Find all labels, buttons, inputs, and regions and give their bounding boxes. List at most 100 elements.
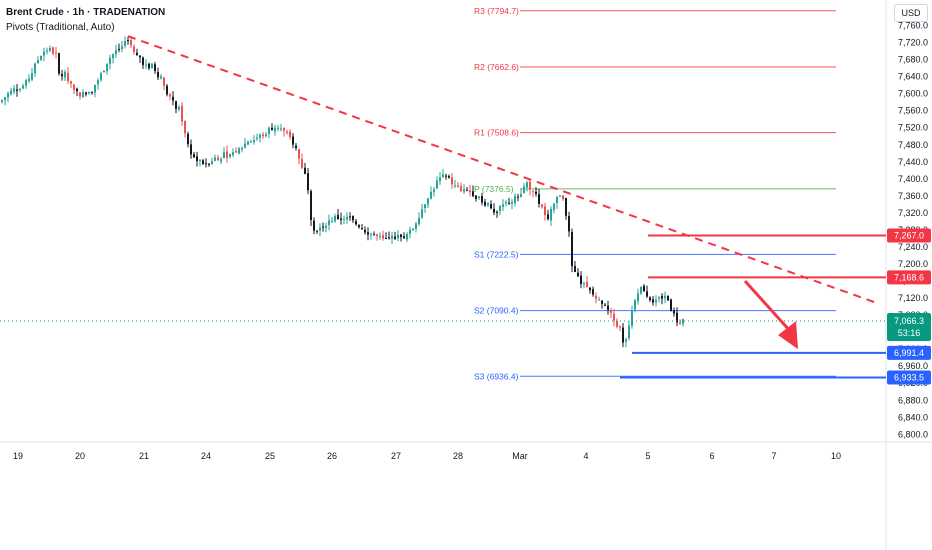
candle-body bbox=[322, 226, 324, 228]
resistance-trendline bbox=[127, 35, 876, 304]
candle-body bbox=[253, 139, 255, 143]
candle-body bbox=[82, 92, 84, 98]
candle-body bbox=[364, 229, 366, 233]
candle-body bbox=[646, 291, 648, 297]
candle-body bbox=[655, 299, 657, 303]
candle-body bbox=[142, 57, 144, 66]
candle-body bbox=[541, 204, 543, 208]
candle-body bbox=[94, 84, 96, 93]
candle-body bbox=[481, 196, 483, 203]
candle-body bbox=[166, 85, 168, 95]
level-price-tag bbox=[887, 228, 931, 243]
candle-body bbox=[55, 52, 57, 54]
candle-body bbox=[661, 295, 663, 299]
candle-body bbox=[310, 191, 312, 221]
candle-body bbox=[409, 229, 411, 234]
candle-body bbox=[340, 218, 342, 221]
time-axis: 19 20 21 24 25 26 27 28 Mar 4 5 6 7 10 bbox=[13, 451, 841, 461]
price-tick-label: 7,560.0 bbox=[898, 106, 928, 116]
indicator-label[interactable]: Pivots (Traditional, Auto) bbox=[6, 22, 115, 33]
price-tick-label: 6,880.0 bbox=[898, 395, 928, 405]
candle-body bbox=[25, 80, 27, 86]
candle-body bbox=[514, 195, 516, 204]
price-tick-label: 7,520.0 bbox=[898, 123, 928, 133]
candle-body bbox=[427, 198, 429, 205]
currency-button[interactable]: USD bbox=[894, 4, 928, 22]
price-tick-label: 7,320.0 bbox=[898, 208, 928, 218]
candle-body bbox=[634, 300, 636, 310]
candle-body bbox=[334, 215, 336, 222]
candle-body bbox=[397, 234, 399, 239]
time-tick-label: 21 bbox=[139, 451, 149, 461]
candle-body bbox=[478, 196, 480, 199]
level-price-tag-label: 7,168.6 bbox=[894, 272, 924, 282]
candle-body bbox=[238, 148, 240, 154]
candle-body bbox=[679, 322, 681, 324]
candle-body bbox=[643, 285, 645, 292]
candle-body bbox=[592, 289, 594, 295]
price-tick-label: 7,240.0 bbox=[898, 242, 928, 252]
countdown-timer: 53:16 bbox=[898, 328, 921, 338]
candle-body bbox=[196, 156, 198, 161]
candle-body bbox=[430, 191, 432, 199]
candle-body bbox=[241, 147, 243, 150]
candle-body bbox=[388, 237, 390, 239]
candle-body bbox=[373, 234, 375, 236]
candle-body bbox=[136, 52, 138, 55]
level-price-tag-label: 6,991.4 bbox=[894, 348, 924, 358]
candle-body bbox=[61, 73, 63, 77]
candle-body bbox=[580, 275, 582, 285]
time-tick-label: 24 bbox=[201, 451, 211, 461]
candle-body bbox=[667, 295, 669, 301]
candle-body bbox=[232, 152, 234, 156]
candle-body bbox=[262, 134, 264, 137]
candle-body bbox=[292, 136, 294, 145]
pivot-label: S1 (7222.5) bbox=[474, 249, 519, 259]
pivot-label: P (7376.5) bbox=[474, 184, 514, 194]
candle-body bbox=[595, 295, 597, 299]
price-axis-tags: 7,267.0 7,168.6 6,991.4 6,933.5 7,066.3 53:16 bbox=[887, 228, 931, 385]
candle-body bbox=[100, 73, 102, 80]
candle-body bbox=[118, 48, 120, 50]
candle-body bbox=[250, 141, 252, 143]
candle-body bbox=[265, 134, 267, 137]
candle-body bbox=[550, 208, 552, 221]
candle-body bbox=[466, 189, 468, 191]
price-tick-label: 7,760.0 bbox=[898, 21, 928, 31]
candle-body bbox=[337, 214, 339, 220]
candle-body bbox=[106, 63, 108, 72]
candle-body bbox=[370, 233, 372, 235]
candle-body bbox=[505, 202, 507, 204]
symbol-title[interactable]: Brent Crude · 1h · TRADENATION bbox=[6, 7, 166, 18]
time-tick-label: 27 bbox=[391, 451, 401, 461]
candle-body bbox=[220, 158, 222, 162]
candle-body bbox=[538, 194, 540, 204]
time-tick-label: 25 bbox=[265, 451, 275, 461]
bearish-arrow-head bbox=[778, 321, 798, 350]
candle-body bbox=[115, 50, 117, 55]
candle-body bbox=[145, 64, 147, 66]
price-tick-label: 7,680.0 bbox=[898, 55, 928, 65]
candle-body bbox=[670, 299, 672, 311]
candle-body bbox=[133, 46, 135, 52]
candle-body bbox=[391, 235, 393, 239]
candle-body bbox=[355, 221, 357, 225]
candle-body bbox=[433, 189, 435, 192]
candlestick-series bbox=[1, 36, 684, 348]
candle-body bbox=[229, 153, 231, 157]
candle-body bbox=[352, 216, 354, 221]
candle-body bbox=[202, 160, 204, 165]
candle-body bbox=[181, 105, 183, 122]
candle-body bbox=[178, 106, 180, 110]
candle-body bbox=[487, 203, 489, 206]
current-price-value: 7,066.3 bbox=[894, 316, 924, 326]
candle-body bbox=[88, 92, 90, 94]
candle-body bbox=[664, 295, 666, 299]
candle-body bbox=[517, 196, 519, 198]
candle-body bbox=[52, 47, 54, 54]
pivot-label: R2 (7662.6) bbox=[474, 62, 519, 72]
candle-body bbox=[346, 217, 348, 220]
candle-body bbox=[148, 63, 150, 69]
